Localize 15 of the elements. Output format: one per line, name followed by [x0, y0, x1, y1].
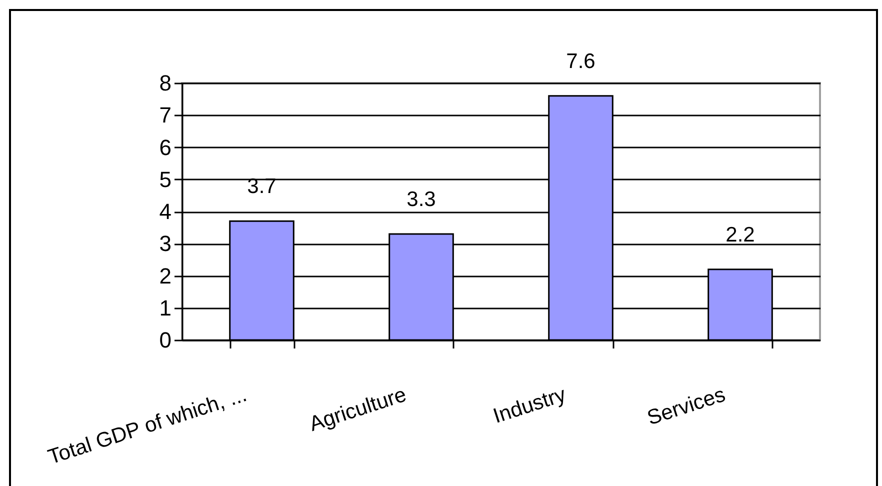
x-tick-label: Total GDP of which, ... — [45, 383, 250, 470]
y-tick-label: 4 — [159, 199, 172, 224]
x-tick-label: Industry — [490, 382, 570, 428]
y-tick-label: 1 — [159, 295, 172, 320]
y-tick-label: 8 — [159, 70, 172, 96]
data-label: 2.2 — [726, 223, 755, 246]
data-label: 7.6 — [566, 50, 596, 73]
y-tick-label: 3 — [159, 231, 172, 256]
x-tick-label: Services — [644, 383, 728, 430]
data-label: 3.3 — [406, 188, 436, 211]
y-tick-label: 0 — [159, 328, 172, 352]
y-tick-label: 7 — [159, 102, 172, 128]
y-tick-label: 6 — [159, 134, 172, 160]
y-tick-label: 2 — [159, 263, 172, 288]
y-tick-label: 5 — [159, 166, 172, 192]
